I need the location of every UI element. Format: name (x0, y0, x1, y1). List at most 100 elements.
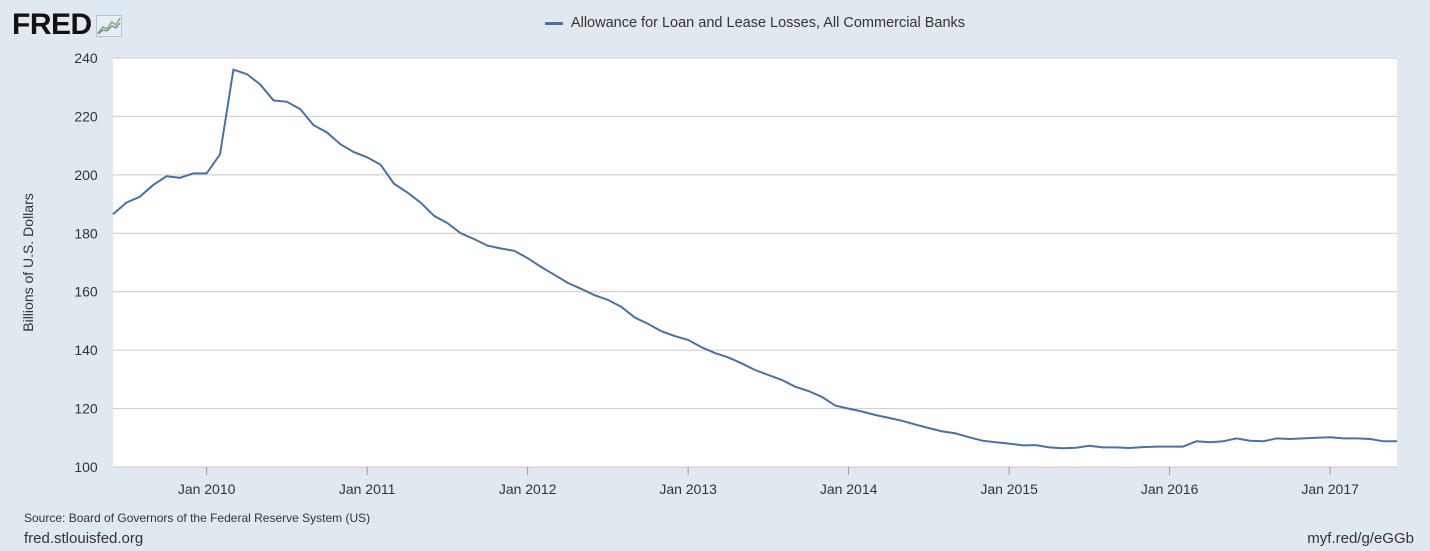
data-point[interactable] (283, 98, 291, 106)
data-point[interactable] (1166, 443, 1174, 451)
data-point[interactable] (1139, 443, 1147, 451)
data-point[interactable] (256, 80, 264, 88)
data-point[interactable] (510, 247, 518, 255)
data-point[interactable] (524, 254, 532, 262)
data-point[interactable] (363, 153, 371, 161)
data-point[interactable] (1072, 444, 1080, 452)
data-point[interactable] (845, 405, 853, 413)
data-point[interactable] (631, 313, 639, 321)
fred-logo[interactable]: FRED (12, 8, 122, 42)
data-point[interactable] (738, 359, 746, 367)
data-point[interactable] (1313, 434, 1321, 442)
data-point[interactable] (270, 96, 278, 104)
data-point[interactable] (1353, 434, 1361, 442)
data-point[interactable] (189, 169, 197, 177)
data-point[interactable] (136, 193, 144, 201)
data-point[interactable] (390, 180, 398, 188)
data-point[interactable] (484, 242, 492, 250)
data-point[interactable] (791, 383, 799, 391)
data-point[interactable] (1380, 437, 1388, 445)
data-point[interactable] (1273, 434, 1281, 442)
data-point[interactable] (912, 421, 920, 429)
data-point[interactable] (1286, 435, 1294, 443)
data-point[interactable] (644, 320, 652, 328)
data-point[interactable] (1246, 437, 1254, 445)
data-point[interactable] (671, 332, 679, 340)
data-point[interactable] (992, 438, 1000, 446)
data-point[interactable] (711, 349, 719, 357)
data-point[interactable] (952, 429, 960, 437)
data-point[interactable] (938, 427, 946, 435)
data-point[interactable] (1032, 441, 1040, 449)
data-point[interactable] (965, 433, 973, 441)
data-point[interactable] (1045, 443, 1053, 451)
data-point[interactable] (323, 128, 331, 136)
data-point[interactable] (1005, 440, 1013, 448)
data-point[interactable] (1259, 437, 1267, 445)
data-point[interactable] (818, 393, 826, 401)
data-point[interactable] (1112, 443, 1120, 451)
data-point[interactable] (149, 181, 157, 189)
series-line[interactable] (112, 68, 1397, 450)
data-point[interactable] (858, 407, 866, 415)
data-point[interactable] (1340, 434, 1348, 442)
data-point[interactable] (430, 212, 438, 220)
data-point[interactable] (1192, 437, 1200, 445)
data-point[interactable] (1152, 443, 1160, 451)
data-point[interactable] (617, 303, 625, 311)
data-point[interactable] (805, 387, 813, 395)
data-point[interactable] (310, 121, 318, 129)
data-point[interactable] (336, 140, 344, 148)
data-point[interactable] (537, 263, 545, 271)
data-point[interactable] (885, 414, 893, 422)
data-point[interactable] (604, 296, 612, 304)
data-point[interactable] (350, 148, 358, 156)
data-point[interactable] (831, 402, 839, 410)
data-point[interactable] (684, 336, 692, 344)
data-point[interactable] (1233, 434, 1241, 442)
data-point[interactable] (1366, 435, 1374, 443)
data-point[interactable] (1019, 441, 1027, 449)
data-point[interactable] (1326, 433, 1334, 441)
data-point[interactable] (657, 327, 665, 335)
data-point[interactable] (1219, 437, 1227, 445)
data-point[interactable] (978, 437, 986, 445)
data-point[interactable] (203, 169, 211, 177)
data-point[interactable] (470, 235, 478, 243)
data-point[interactable] (457, 229, 465, 237)
data-point[interactable] (764, 371, 772, 379)
short-link[interactable]: myf.red/g/eGGb (1307, 530, 1414, 547)
data-point[interactable] (443, 219, 451, 227)
data-point[interactable] (1085, 442, 1093, 450)
data-point[interactable] (296, 105, 304, 113)
data-point[interactable] (1099, 443, 1107, 451)
data-point[interactable] (591, 291, 599, 299)
data-point[interactable] (550, 271, 558, 279)
data-point[interactable] (403, 188, 411, 196)
data-point[interactable] (898, 417, 906, 425)
data-point[interactable] (1299, 434, 1307, 442)
data-point[interactable] (377, 161, 385, 169)
data-point[interactable] (871, 411, 879, 419)
data-point[interactable] (176, 174, 184, 182)
data-point[interactable] (724, 353, 732, 361)
data-point[interactable] (1179, 443, 1187, 451)
data-point[interactable] (778, 376, 786, 384)
data-point[interactable] (417, 199, 425, 207)
data-point[interactable] (1393, 437, 1401, 445)
data-point[interactable] (698, 343, 706, 351)
data-point[interactable] (1126, 444, 1134, 452)
data-point[interactable] (243, 70, 251, 78)
data-point[interactable] (751, 366, 759, 374)
data-point[interactable] (229, 66, 237, 74)
data-point[interactable] (122, 199, 130, 207)
data-point[interactable] (109, 210, 117, 218)
data-point[interactable] (1206, 438, 1214, 446)
site-link[interactable]: fred.stlouisfed.org (24, 530, 144, 547)
data-point[interactable] (577, 285, 585, 293)
data-point[interactable] (564, 279, 572, 287)
data-point[interactable] (163, 172, 171, 180)
data-point[interactable] (925, 424, 933, 432)
data-point[interactable] (497, 244, 505, 252)
data-point[interactable] (1059, 444, 1067, 452)
